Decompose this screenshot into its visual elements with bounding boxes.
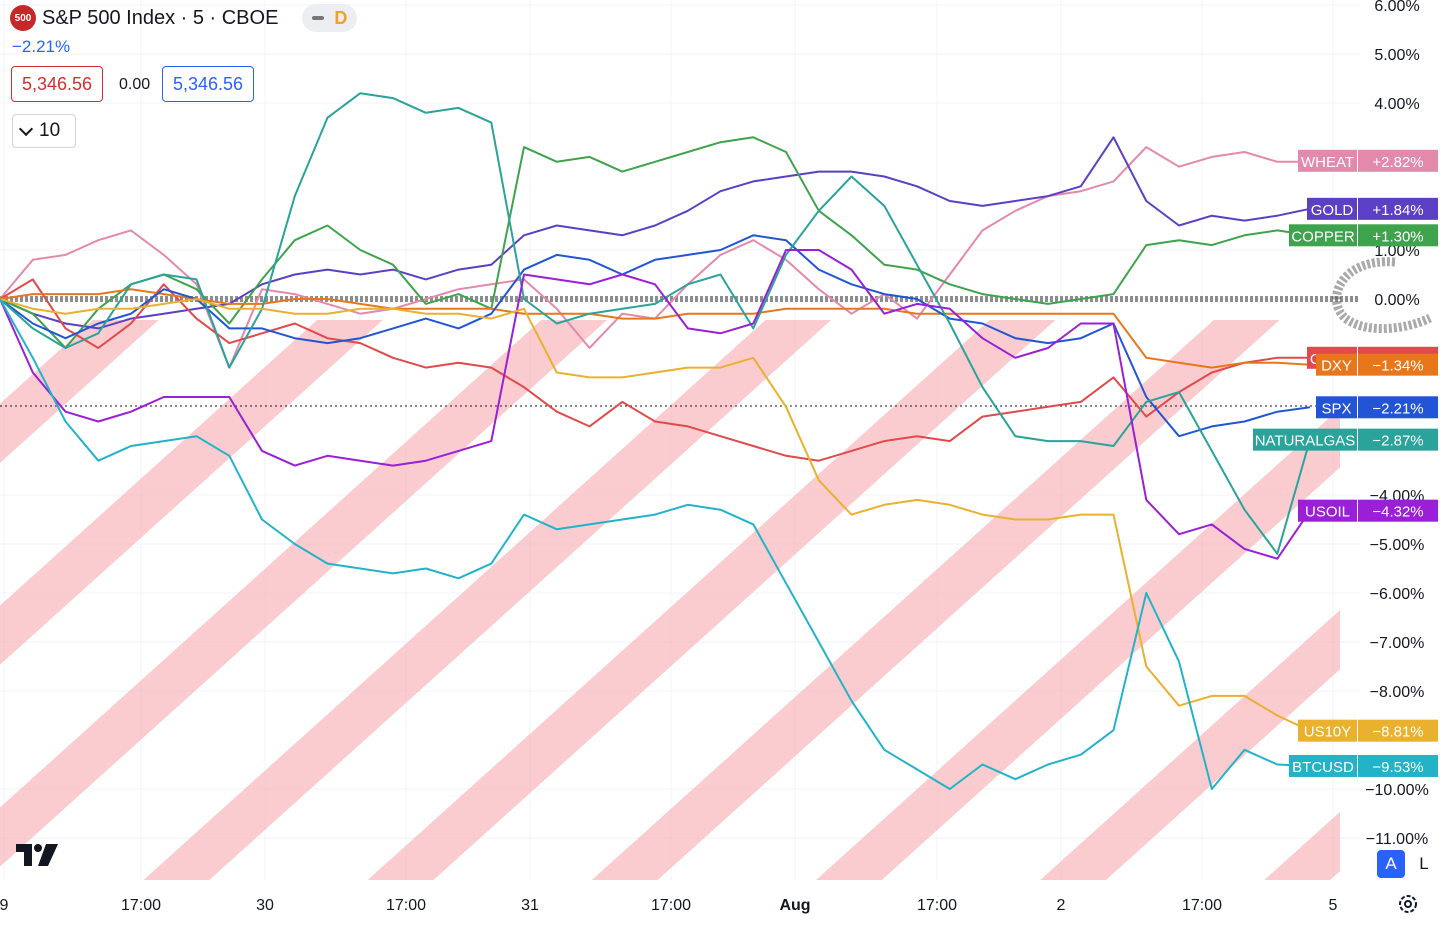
y-tick-label: −8.00% xyxy=(1370,684,1425,701)
x-tick-label: 17:00 xyxy=(1182,897,1222,914)
x-axis: 9 17:00 30 17:00 31 17:00 Aug 17:00 2 17:00 5 xyxy=(0,897,1338,914)
minus-icon xyxy=(312,16,325,20)
series-value-label: −2.87% xyxy=(1372,433,1423,450)
x-tick-label: 30 xyxy=(256,897,274,914)
series-value-label: −4.32% xyxy=(1372,504,1423,521)
log-scale-button[interactable]: L xyxy=(1419,854,1429,873)
data-mode-pill[interactable]: D xyxy=(302,4,358,32)
y-tick-label: 5.00% xyxy=(1374,47,1419,64)
series-value-label: +1.30% xyxy=(1372,228,1423,245)
series-line-usoil xyxy=(0,249,1311,560)
scribble-circle xyxy=(1332,257,1432,333)
series-value-label: −2.21% xyxy=(1372,400,1423,417)
series-line-copper xyxy=(0,136,1311,349)
series-line-spx xyxy=(0,234,1311,438)
series-value-label: −9.53% xyxy=(1372,759,1423,776)
x-tick-label: 17:00 xyxy=(386,897,426,914)
y-tick-label: 1.00% xyxy=(1374,243,1419,260)
series-name-label: NATURALGAS xyxy=(1255,433,1356,450)
series-label-wheat: WHEAT +2.82% xyxy=(1298,149,1438,172)
series-label-usoil: USOIL −4.32% xyxy=(1298,499,1438,522)
x-tick-label: 17:00 xyxy=(651,897,691,914)
series-name-label: WHEAT xyxy=(1301,154,1354,171)
series-line-dxy xyxy=(0,288,1311,369)
x-tick-label: 17:00 xyxy=(917,897,957,914)
mode-letter: D xyxy=(334,7,348,28)
x-tick-label: 2 xyxy=(1057,897,1066,914)
y-tick-label: −7.00% xyxy=(1370,635,1425,652)
series-name-label: SPX xyxy=(1321,400,1351,417)
series-name-label: BTCUSD xyxy=(1292,759,1354,776)
series-value-label: +1.84% xyxy=(1372,202,1423,219)
series-end-labels: WHEAT+2.82%GOLD+1.84%COPPER+1.30%CORN−1.… xyxy=(1253,149,1438,777)
y-tick-label: 4.00% xyxy=(1374,96,1419,113)
x-tick-label: 9 xyxy=(0,897,9,914)
tradingview-logo-icon xyxy=(16,844,58,866)
red-hatch-overlay xyxy=(0,320,1340,880)
series-name-label: US10Y xyxy=(1304,724,1352,741)
series-label-copper: COPPER +1.30% xyxy=(1289,224,1438,247)
chart-header: 500 S&P 500 Index · 5 · CBOE D xyxy=(10,4,358,32)
y-tick-label: −10.00% xyxy=(1365,782,1429,799)
x-tick-label: 5 xyxy=(1329,897,1338,914)
quantity-value: 10 xyxy=(39,120,61,141)
series-value-label: −8.81% xyxy=(1372,724,1423,741)
series-label-spx: SPX −2.21% xyxy=(1316,396,1438,419)
series-line-us10y xyxy=(0,298,1311,732)
series-line-naturalgas xyxy=(0,92,1311,555)
x-tick-label: 17:00 xyxy=(121,897,161,914)
series-line-btcusd xyxy=(0,298,1311,790)
auto-scale-button[interactable]: A xyxy=(1377,850,1405,878)
y-tick-label: 0.00% xyxy=(1374,292,1419,309)
symbol-title[interactable]: S&P 500 Index · 5 · CBOE xyxy=(42,6,279,29)
series-name-label: COPPER xyxy=(1291,228,1355,245)
series-name-label: GOLD xyxy=(1311,202,1354,219)
series-value-label: +2.82% xyxy=(1372,154,1423,171)
symbol-logo: 500 xyxy=(10,5,36,31)
series-label-naturalgas: NATURALGAS −2.87% xyxy=(1253,428,1438,451)
series-lines xyxy=(0,92,1311,790)
y-tick-label: 6.00% xyxy=(1374,0,1419,15)
series-label-btcusd: BTCUSD −9.53% xyxy=(1289,754,1438,777)
y-tick-label: −5.00% xyxy=(1370,537,1425,554)
gear-icon[interactable] xyxy=(1396,892,1420,916)
series-name-label: USOIL xyxy=(1305,504,1350,521)
y-tick-label: −6.00% xyxy=(1370,586,1425,603)
series-label-dxy: DXY −1.34% xyxy=(1316,353,1438,376)
series-label-gold: GOLD +1.84% xyxy=(1307,197,1438,220)
percent-change: −2.21% xyxy=(12,37,71,56)
series-line-corn xyxy=(0,278,1310,462)
buy-price-button[interactable]: 5,346.56 xyxy=(162,66,255,102)
x-tick-label: 31 xyxy=(521,897,539,914)
y-tick-label: −11.00% xyxy=(1366,831,1428,848)
chevron-down-icon xyxy=(18,121,34,136)
spread-value: 0.00 xyxy=(119,76,151,93)
x-tick-label: Aug xyxy=(779,897,810,914)
series-value-label: −1.34% xyxy=(1372,358,1423,375)
quantity-selector[interactable]: 10 xyxy=(12,114,76,148)
sell-price-button[interactable]: 5,346.56 xyxy=(11,66,104,102)
series-name-label: DXY xyxy=(1321,358,1352,375)
series-label-us10y: US10Y −8.81% xyxy=(1298,719,1438,742)
